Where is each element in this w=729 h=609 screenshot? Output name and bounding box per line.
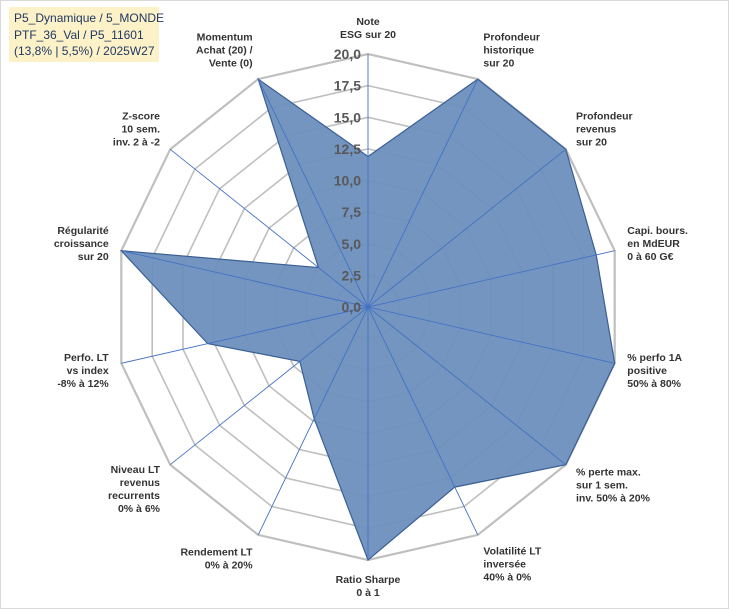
axis-label: Capi. bours. en MdEUR 0 à 60 G€ <box>627 225 688 263</box>
axis-label: Momentum Achat (20) / Vente (0) <box>196 31 253 69</box>
axis-spoke <box>121 306 369 364</box>
tick-label: 10,0 <box>334 173 361 189</box>
axis-label: Niveau LT revenus recurrents 0% à 6% <box>108 464 161 515</box>
axis-label: Profondeur historique sur 20 <box>483 31 540 69</box>
axis-spoke <box>257 78 369 308</box>
axis-spoke <box>367 78 479 308</box>
tick-label: 17,5 <box>334 78 361 94</box>
tick-label: 7,5 <box>342 204 362 220</box>
axis-label: Z-score 10 sem. inv. 2 à -2 <box>113 111 160 149</box>
axis-label: Rendement LT 0% à 20% <box>180 546 253 571</box>
info-line: (13,8% | 5,5%) / 2025W27 <box>14 44 155 58</box>
axis-label: % perfo 1A positive 50% à 80% <box>627 352 682 390</box>
tick-label: 5,0 <box>342 236 362 252</box>
axis-label: Volatilité LT inversée 40% à 0% <box>483 546 542 584</box>
axis-spoke <box>367 306 615 364</box>
axis-spoke <box>257 306 369 536</box>
axis-label: Perfo. LT vs index -8% à 12% <box>57 352 109 390</box>
info-line: PTF_36_Val / P5_11601 <box>14 27 144 42</box>
axis-spoke <box>367 306 567 466</box>
axis-label: Régularité croissance sur 20 <box>54 225 109 263</box>
axis-spoke <box>169 306 369 466</box>
axis-label: Note ESG sur 20 <box>340 16 396 41</box>
tick-label: 0,0 <box>342 299 362 315</box>
tick-label: 2,5 <box>342 267 362 283</box>
axis-label: % perte max. sur 1 sem. inv. 50% à 20% <box>576 467 651 505</box>
axis-spoke <box>367 148 567 308</box>
axis-label: Ratio Sharpe 0 à 1 <box>336 574 401 599</box>
portfolio-info-box: P5_Dynamique / 5_MONDE PTF_36_Val / P5_1… <box>9 7 165 62</box>
axis-spoke <box>169 148 369 308</box>
tick-label: 15,0 <box>334 109 361 125</box>
info-line: P5_Dynamique / 5_MONDE <box>14 11 165 25</box>
tick-label: 20,0 <box>334 46 361 62</box>
axis-label: Profondeur revenus sur 20 <box>576 111 633 149</box>
axis-spoke <box>367 306 479 536</box>
axis-spoke <box>121 250 369 308</box>
axis-spoke <box>367 250 615 308</box>
tick-label: 12,5 <box>334 141 361 157</box>
